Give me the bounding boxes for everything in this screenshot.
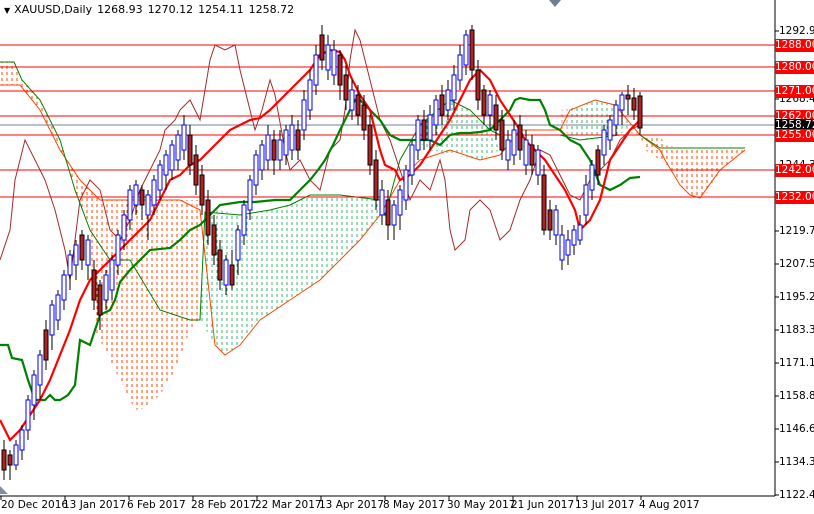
level-label: 1242.00 [775, 164, 814, 177]
x-tick-label: 4 Aug 2017 [639, 499, 700, 511]
y-tick-label: 1195.25 [779, 291, 814, 303]
y-tick-label: 1219.75 [779, 225, 814, 237]
level-label: 1271.00 [775, 85, 814, 98]
level-label: 1232.00 [775, 191, 814, 204]
y-tick-label: 1146.60 [779, 423, 814, 435]
chart-title: ▼ XAUUSD,Daily 1268.93 1270.12 1254.11 1258.7… [4, 3, 294, 16]
x-tick-label: 21 Jun 2017 [511, 499, 575, 511]
x-axis-ticks [0, 496, 642, 500]
y-tick-label: 1171.10 [779, 357, 814, 369]
y-tick-label: 1183.35 [779, 324, 814, 336]
y-tick-label: 1158.85 [779, 390, 814, 402]
x-tick-label: 28 Feb 2017 [191, 499, 257, 511]
x-tick-label: 8 May 2017 [383, 499, 445, 511]
current-price-label: 1258.72 [775, 119, 814, 132]
ichimoku-cloud-bearish [0, 62, 745, 410]
corner-shift-marker [0, 486, 8, 494]
x-tick-label: 6 Feb 2017 [127, 499, 186, 511]
dropdown-triangle-icon[interactable]: ▼ [4, 6, 11, 15]
high-value: 1270.12 [147, 3, 194, 16]
y-tick-label: 1207.50 [779, 258, 814, 270]
y-tick-label: 1122.45 [779, 489, 814, 501]
low-value: 1254.11 [198, 3, 244, 16]
x-tick-label: 30 May 2017 [447, 499, 516, 511]
level-label: 1255.00 [775, 129, 814, 142]
open-value: 1268.93 [97, 3, 143, 16]
horizontal-levels [0, 44, 775, 198]
x-tick-label: 13 Jan 2017 [63, 499, 126, 511]
candlesticks[interactable] [1, 25, 643, 480]
x-tick-label: 22 Mar 2017 [255, 499, 322, 511]
symbol-label: XAUUSD,Daily [14, 3, 93, 16]
x-tick-label: 13 Apr 2017 [319, 499, 384, 511]
y-tick-label: 1134.35 [779, 456, 814, 468]
level-label: 1288.00 [775, 39, 814, 52]
x-tick-label: 20 Dec 2016 [1, 499, 69, 511]
chart-shift-marker-icon[interactable] [549, 0, 561, 7]
close-value: 1258.72 [248, 3, 295, 16]
y-tick-label: 1292.90 [779, 25, 814, 37]
x-tick-label: 13 Jul 2017 [575, 499, 635, 511]
level-label: 1280.00 [775, 61, 814, 74]
kijun-sen-line [0, 96, 641, 402]
